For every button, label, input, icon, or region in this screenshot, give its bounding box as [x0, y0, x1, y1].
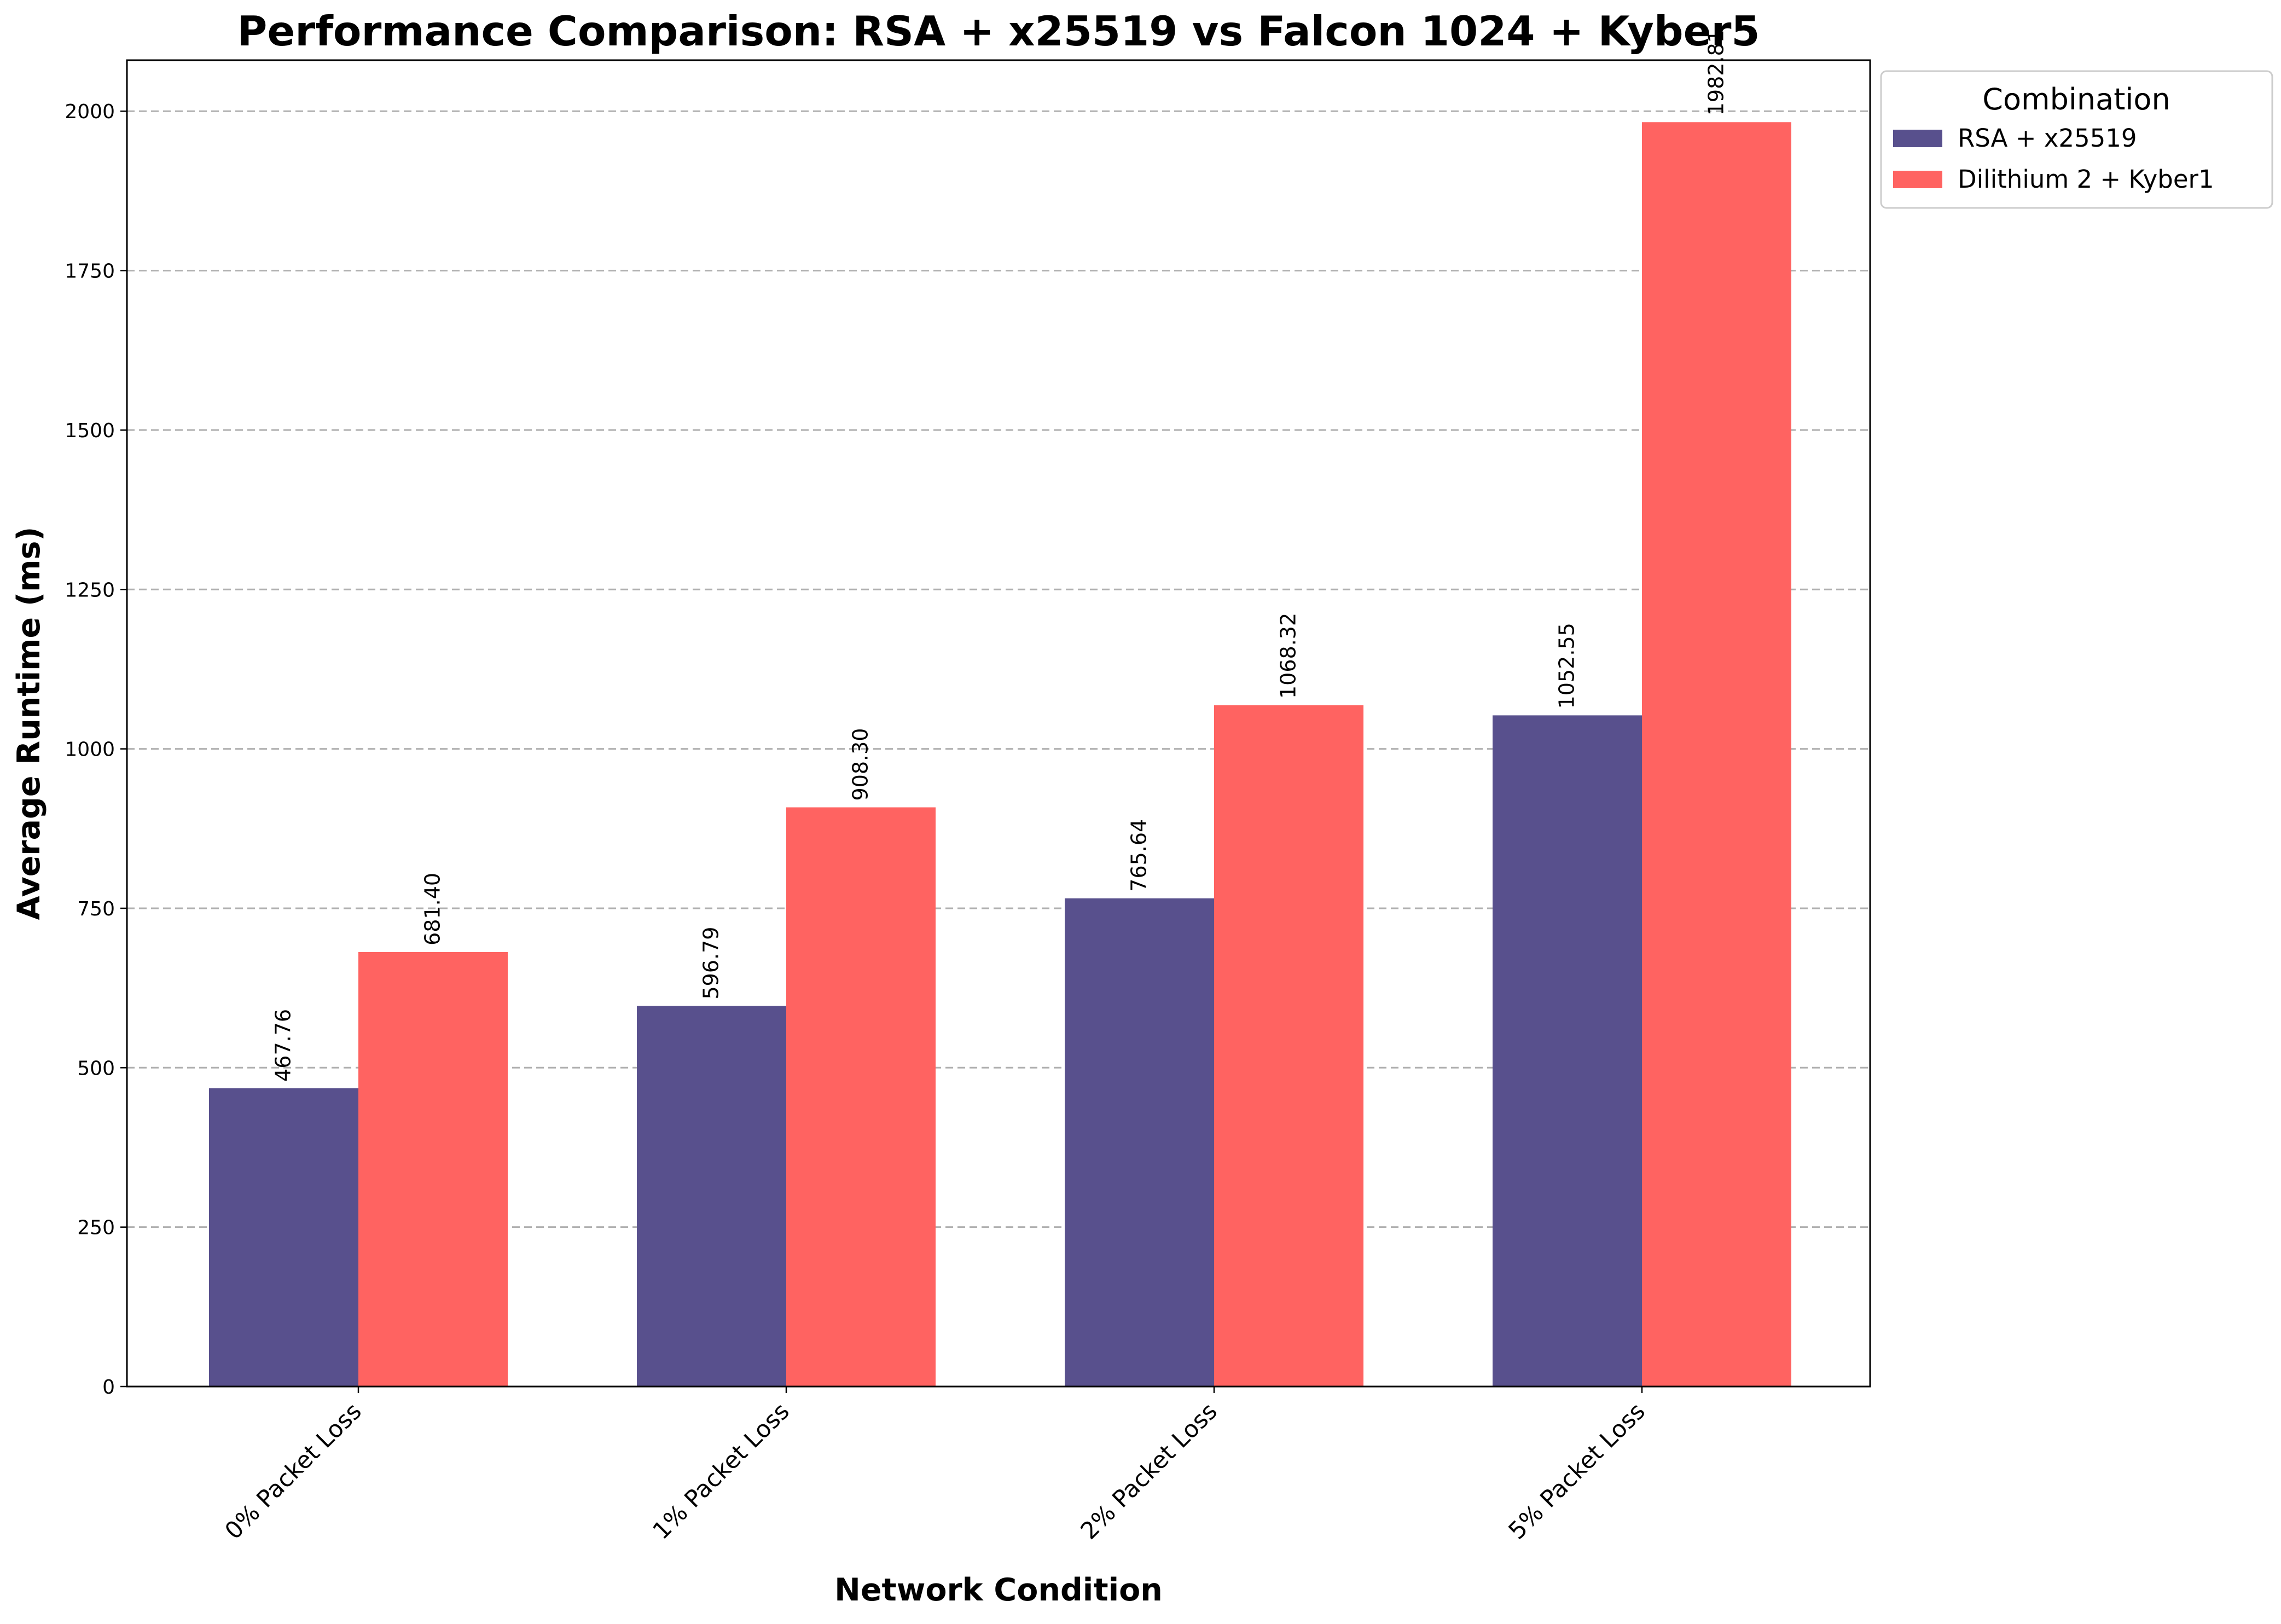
bar	[637, 1006, 786, 1387]
bar-value-label: 1068.32	[1276, 613, 1301, 699]
y-axis-ticks: 0 250 500 750 1000 1250 1500 1750 2000	[65, 101, 127, 1399]
bar	[1642, 122, 1791, 1387]
bar-value-label: 596.79	[699, 927, 723, 1000]
y-tick-label: 2000	[65, 101, 115, 123]
y-tick-label: 1250	[65, 579, 115, 601]
y-tick-label: 500	[77, 1057, 115, 1080]
data-labels: 467.76 681.40 596.79 908.30 765.64 1068.32 105…	[271, 30, 1728, 1082]
bar	[1065, 898, 1214, 1387]
legend-swatch-rsa-x25519	[1893, 130, 1942, 147]
legend-box	[1880, 70, 2273, 209]
bar-value-label: 908.30	[849, 728, 873, 801]
y-tick-label: 1750	[65, 260, 115, 283]
bar	[1493, 715, 1642, 1387]
bars	[209, 122, 1791, 1387]
legend-title: Combination	[1982, 82, 2170, 117]
bar	[358, 952, 508, 1387]
x-axis-ticks: 0% Packet Loss 1% Packet Loss 2% Packet Lo…	[220, 1387, 1651, 1545]
legend-swatch-dilithium2-kyber1	[1893, 171, 1942, 188]
legend: Combination RSA + x25519 Dilithium 2 + K…	[1880, 70, 2273, 209]
y-tick-label: 1000	[65, 739, 115, 761]
bar-value-label: 1982.81	[1704, 30, 1728, 115]
y-axis-label: Average Runtime (ms)	[11, 527, 47, 920]
bar	[1214, 705, 1363, 1387]
bar	[786, 807, 936, 1387]
bar	[209, 1088, 358, 1387]
chart-title: Performance Comparison: RSA + x25519 vs …	[237, 7, 1760, 55]
x-tick-label: 0% Packet Loss	[220, 1397, 367, 1545]
y-tick-label: 750	[77, 898, 115, 920]
legend-label-dilithium2-kyber1: Dilithium 2 + Kyber1	[1958, 165, 2214, 194]
y-tick-label: 1500	[65, 420, 115, 442]
bar-value-label: 1052.55	[1555, 623, 1579, 709]
y-tick-label: 250	[77, 1217, 115, 1239]
y-tick-label: 0	[102, 1376, 115, 1399]
bar-value-label: 681.40	[421, 873, 445, 946]
x-tick-label: 1% Packet Loss	[648, 1397, 795, 1545]
x-axis-label: Network Condition	[834, 1572, 1163, 1608]
legend-label-rsa-x25519: RSA + x25519	[1958, 124, 2137, 153]
x-tick-label: 2% Packet Loss	[1076, 1397, 1223, 1545]
bar-value-label: 765.64	[1127, 819, 1151, 892]
x-tick-label: 5% Packet Loss	[1504, 1397, 1651, 1545]
plot-area-frame	[126, 59, 1871, 1388]
bar-value-label: 467.76	[271, 1009, 295, 1082]
